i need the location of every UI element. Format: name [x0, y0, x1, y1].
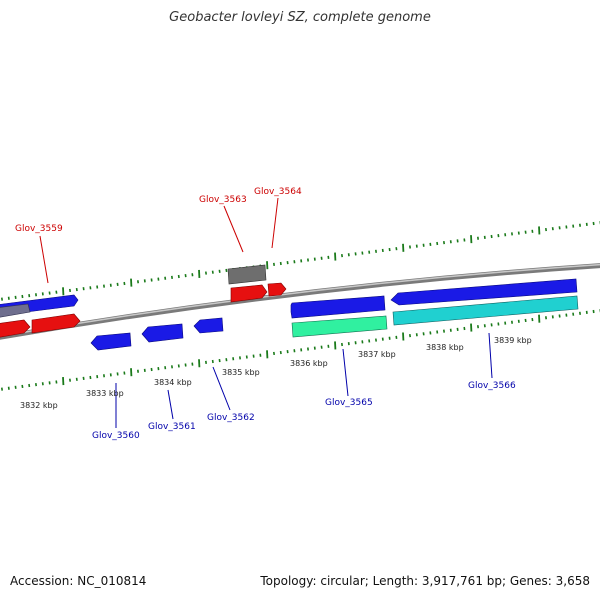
cds-glov-3565-fwd[interactable]	[290, 295, 386, 319]
cds-glov-3566-fwd[interactable]	[390, 278, 578, 306]
cds-glov-3561[interactable]	[141, 323, 184, 343]
leader-lines	[39, 197, 493, 428]
coordinate-label: 3839 kbp	[494, 336, 532, 345]
gene-labels: Glov_3559 Glov_3563 Glov_3564 Glov_3560 …	[15, 187, 516, 441]
cds-glov-3562[interactable]	[193, 317, 224, 334]
cds-red-arrow	[267, 282, 287, 297]
cds-gray-box	[227, 264, 267, 285]
cds-glov-3563[interactable]	[227, 264, 268, 303]
cds-gray-arrow	[0, 303, 31, 318]
cds-glov-3566-rev[interactable]	[392, 295, 579, 326]
cds-glov-3559[interactable]	[0, 294, 81, 338]
leader-glov-3562	[212, 366, 231, 411]
cds-glov-3564[interactable]	[267, 282, 287, 297]
leader-glov-3566	[488, 332, 493, 379]
gene-label-glov-3566[interactable]: Glov_3566	[468, 381, 516, 391]
cds-blue-arrow	[390, 278, 578, 306]
cds-glov-3565-rev[interactable]	[291, 315, 388, 338]
cds-red-arrow	[230, 284, 268, 303]
gene-label-glov-3565[interactable]: Glov_3565	[325, 398, 373, 408]
tick-layer	[1, 221, 600, 391]
cds-green-bar	[291, 315, 388, 338]
cds-blue-arrow	[90, 332, 132, 351]
cds-red-arrow	[31, 313, 81, 334]
gene-label-glov-3564[interactable]: Glov_3564	[254, 187, 302, 197]
cds-red-arrow	[0, 319, 31, 338]
gene-label-glov-3562[interactable]: Glov_3562	[207, 413, 255, 423]
cds-cyan-bar	[392, 295, 579, 326]
coordinate-label: 3832 kbp	[20, 401, 58, 410]
coordinate-label: 3834 kbp	[154, 378, 192, 387]
genome-summary-text: Topology: circular; Length: 3,917,761 bp…	[260, 574, 590, 588]
cds-blue-arrow	[290, 295, 386, 319]
map-title: Geobacter lovleyi SZ, complete genome	[169, 10, 431, 25]
leader-glov-3564	[271, 197, 279, 249]
leader-glov-3565	[342, 348, 349, 397]
coordinate-labels: 3832 kbp 3833 kbp 3834 kbp 3835 kbp 3836…	[20, 336, 532, 410]
gene-label-glov-3560[interactable]: Glov_3560	[92, 431, 140, 441]
coordinate-label: 3836 kbp	[290, 359, 328, 368]
coordinate-label: 3837 kbp	[358, 350, 396, 359]
leader-glov-3561	[167, 389, 174, 420]
gene-label-glov-3563[interactable]: Glov_3563	[199, 195, 247, 205]
accession-text: Accession: NC_010814	[10, 574, 147, 588]
cds-glov-3560[interactable]	[90, 332, 132, 351]
coordinate-label: 3838 kbp	[426, 343, 464, 352]
gene-label-glov-3561[interactable]: Glov_3561	[148, 422, 196, 432]
cds-blue-arrow	[141, 323, 184, 343]
genome-backbone	[0, 263, 600, 340]
leader-glov-3563	[223, 205, 244, 253]
coordinate-label: 3835 kbp	[222, 368, 260, 377]
cds-blue-arrow	[193, 317, 224, 334]
gene-label-glov-3559[interactable]: Glov_3559	[15, 224, 63, 234]
coordinate-label: 3833 kbp	[86, 389, 124, 398]
leader-glov-3559	[39, 235, 49, 284]
